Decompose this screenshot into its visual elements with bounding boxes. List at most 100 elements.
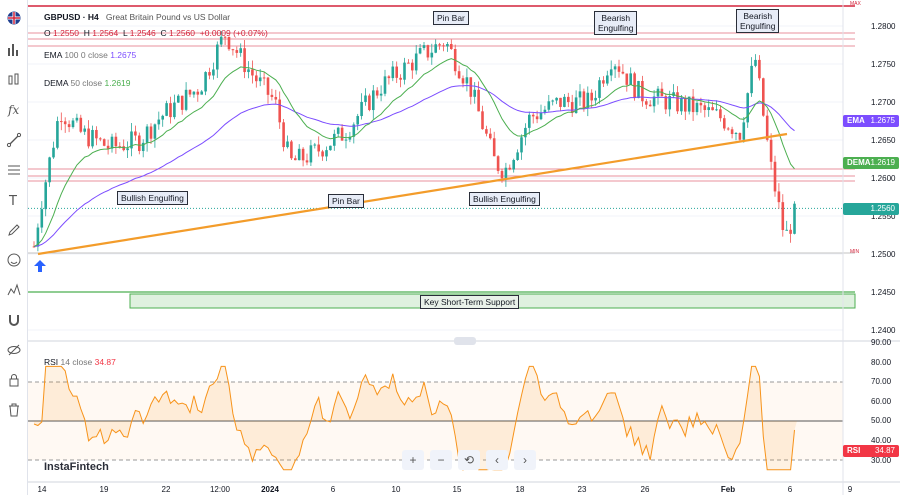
reset-chart-button[interactable]: ⟲ bbox=[458, 450, 480, 470]
candle-body bbox=[574, 97, 578, 114]
time-label: Feb bbox=[720, 485, 736, 494]
zoom-in-button[interactable]: + bbox=[402, 450, 424, 470]
annotation-bullish-engulfing-1[interactable]: Bullish Engulfing bbox=[117, 191, 188, 205]
candle-body bbox=[106, 145, 110, 149]
candle-body bbox=[450, 43, 453, 50]
candle-body bbox=[87, 128, 90, 147]
candle-body bbox=[528, 114, 531, 128]
dema-legend-value: 1.2619 bbox=[104, 78, 131, 88]
last-price-badge: 1.2560 bbox=[843, 203, 899, 215]
candle-body bbox=[216, 44, 219, 70]
rsi-legend-value: 34.87 bbox=[94, 357, 116, 367]
pattern-icon[interactable] bbox=[2, 278, 26, 302]
candle-body bbox=[44, 182, 47, 210]
annotation-pin-bar-bottom[interactable]: Pin Bar bbox=[328, 194, 364, 208]
low-label: L bbox=[122, 28, 128, 38]
candle-body bbox=[594, 97, 597, 101]
scroll-right-button[interactable]: › bbox=[514, 450, 536, 470]
annotation-bearish-engulfing-1[interactable]: Bearish Engulfing bbox=[594, 11, 638, 35]
candle-body bbox=[602, 80, 605, 84]
candle-body bbox=[738, 133, 742, 140]
candle-body bbox=[352, 124, 356, 137]
buy-arrow-icon bbox=[34, 260, 46, 272]
flag-uk-icon[interactable] bbox=[2, 6, 26, 30]
annotation-bullish-engulfing-2[interactable]: Bullish Engulfing bbox=[469, 192, 540, 206]
annotation-pin-bar-top[interactable]: Pin Bar bbox=[433, 11, 469, 25]
drawing-toolbar: fx T bbox=[0, 0, 28, 495]
dema-legend[interactable]: DEMA 50 close 1.2619 bbox=[44, 78, 131, 88]
candle-body bbox=[531, 114, 535, 117]
candle-body bbox=[255, 75, 258, 82]
magnet-icon[interactable] bbox=[2, 308, 26, 332]
candle-body bbox=[754, 59, 757, 66]
dema-legend-params: 50 close bbox=[70, 78, 103, 88]
trendline[interactable] bbox=[37, 132, 788, 256]
candle-body bbox=[430, 52, 434, 58]
candle-body bbox=[157, 119, 161, 125]
candle-body bbox=[375, 90, 379, 96]
candle-body bbox=[134, 131, 137, 136]
ema-legend-params: 100 0 close bbox=[64, 50, 108, 60]
candle-body bbox=[559, 97, 562, 107]
time-label: 6 bbox=[787, 485, 793, 494]
candle-body bbox=[329, 145, 332, 151]
candle-body bbox=[344, 139, 348, 141]
candle-body bbox=[508, 167, 512, 170]
min-marker: MIN bbox=[850, 249, 860, 255]
candle-body bbox=[426, 45, 430, 58]
candle-body bbox=[473, 89, 476, 97]
candle-body bbox=[71, 120, 75, 128]
draw-line-icon[interactable] bbox=[2, 128, 26, 152]
candle-body bbox=[563, 96, 566, 107]
annotation-bearish-engulfing-2[interactable]: Bearish Engulfing bbox=[736, 9, 780, 33]
fib-tool-icon[interactable] bbox=[2, 158, 26, 182]
candle-body bbox=[325, 150, 328, 157]
scroll-left-button[interactable]: ‹ bbox=[486, 450, 508, 470]
candle-body bbox=[773, 161, 777, 192]
time-label: 9 bbox=[847, 485, 853, 494]
time-label: 19 bbox=[99, 485, 109, 494]
candle-body bbox=[442, 45, 445, 47]
candle-body bbox=[145, 126, 149, 143]
candles-icon[interactable] bbox=[2, 68, 26, 92]
candle-body bbox=[301, 148, 305, 161]
candle-body bbox=[294, 158, 297, 161]
text-tool-icon[interactable]: T bbox=[2, 188, 26, 212]
lock-icon[interactable] bbox=[2, 368, 26, 392]
time-label: 23 bbox=[577, 485, 587, 494]
crosshair-icon[interactable] bbox=[2, 38, 26, 62]
candle-body bbox=[67, 124, 71, 128]
pane-resize-handle[interactable] bbox=[454, 337, 476, 345]
zoom-out-button[interactable]: − bbox=[430, 450, 452, 470]
candle-body bbox=[348, 136, 352, 140]
trash-icon[interactable] bbox=[2, 398, 26, 422]
candle-body bbox=[617, 66, 621, 72]
dema-price-badge: DEMA 1.2619 bbox=[843, 157, 899, 169]
hide-drawings-icon[interactable] bbox=[2, 338, 26, 362]
candle-body bbox=[578, 91, 582, 98]
rsi-legend[interactable]: RSI 14 close 34.87 bbox=[44, 357, 116, 367]
candle-body bbox=[750, 65, 753, 94]
candle-body bbox=[609, 69, 613, 76]
watermark: InstaFintech bbox=[44, 461, 109, 473]
candle-body bbox=[707, 107, 710, 111]
rsi-badge-name: RSI bbox=[847, 446, 861, 455]
candle-body bbox=[251, 69, 254, 76]
candle-body bbox=[368, 95, 371, 111]
brush-icon[interactable] bbox=[2, 218, 26, 242]
price-label: 1.2650 bbox=[871, 136, 896, 145]
candle-body bbox=[188, 89, 192, 95]
emoji-icon[interactable] bbox=[2, 248, 26, 272]
candle-body bbox=[520, 137, 523, 153]
ema-legend[interactable]: EMA 100 0 close 1.2675 bbox=[44, 50, 136, 60]
candle-body bbox=[699, 102, 703, 106]
indicators-icon[interactable]: fx bbox=[2, 98, 26, 122]
annotation-support-zone[interactable]: Key Short-Term Support bbox=[420, 295, 520, 309]
time-label: 15 bbox=[452, 485, 462, 494]
dema-line bbox=[33, 58, 795, 248]
rsi-axis-label: 50.00 bbox=[871, 416, 892, 425]
candle-body bbox=[676, 92, 679, 112]
price-label: 1.2550 bbox=[871, 212, 896, 221]
candle-body bbox=[457, 71, 461, 79]
